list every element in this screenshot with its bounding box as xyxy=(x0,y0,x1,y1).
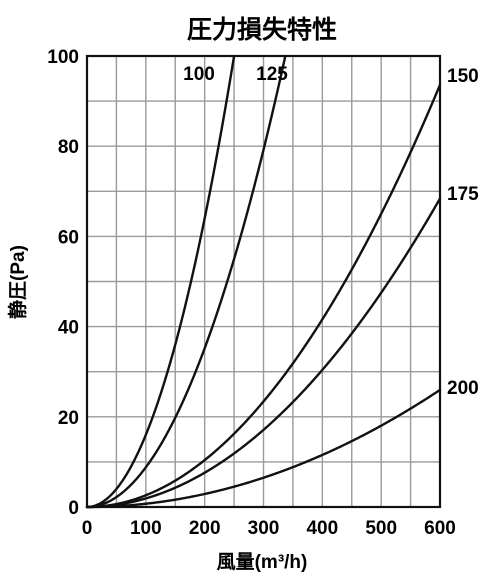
series-label-200: 200 xyxy=(447,378,479,399)
curve-175 xyxy=(85,197,442,509)
y-tick-100: 100 xyxy=(47,47,79,68)
curve-200 xyxy=(85,388,442,509)
x-axis-label: 風量(m³/h) xyxy=(217,551,308,573)
series-label-100: 100 xyxy=(183,64,215,85)
series-label-150: 150 xyxy=(447,66,479,87)
series-label-125: 125 xyxy=(256,64,288,85)
y-tick-40: 40 xyxy=(58,318,79,339)
x-tick-0: 0 xyxy=(82,518,93,539)
chart-title: 圧力損失特性 xyxy=(187,16,337,44)
curves xyxy=(85,54,442,509)
grid xyxy=(87,56,440,507)
y-tick-0: 0 xyxy=(68,498,79,519)
y-tick-80: 80 xyxy=(58,137,79,158)
curve-125 xyxy=(85,54,287,509)
x-tick-300: 300 xyxy=(248,518,280,539)
x-tick-600: 600 xyxy=(424,518,456,539)
y-axis-label: 静圧(Pa) xyxy=(6,245,29,319)
y-tick-20: 20 xyxy=(58,408,79,429)
x-tick-400: 400 xyxy=(306,518,338,539)
x-tick-labels: 0 100 200 300 400 500 600 xyxy=(82,518,456,539)
y-tick-labels: 0 20 40 60 80 100 xyxy=(47,47,79,519)
x-tick-100: 100 xyxy=(130,518,162,539)
curve-100 xyxy=(85,54,236,509)
series-labels: 100 125 150 175 200 xyxy=(183,64,479,399)
curve-150 xyxy=(85,83,442,509)
series-label-175: 175 xyxy=(447,184,479,205)
x-tick-200: 200 xyxy=(189,518,221,539)
plot-frame xyxy=(85,54,442,509)
x-tick-500: 500 xyxy=(365,518,397,539)
y-tick-60: 60 xyxy=(58,227,79,248)
